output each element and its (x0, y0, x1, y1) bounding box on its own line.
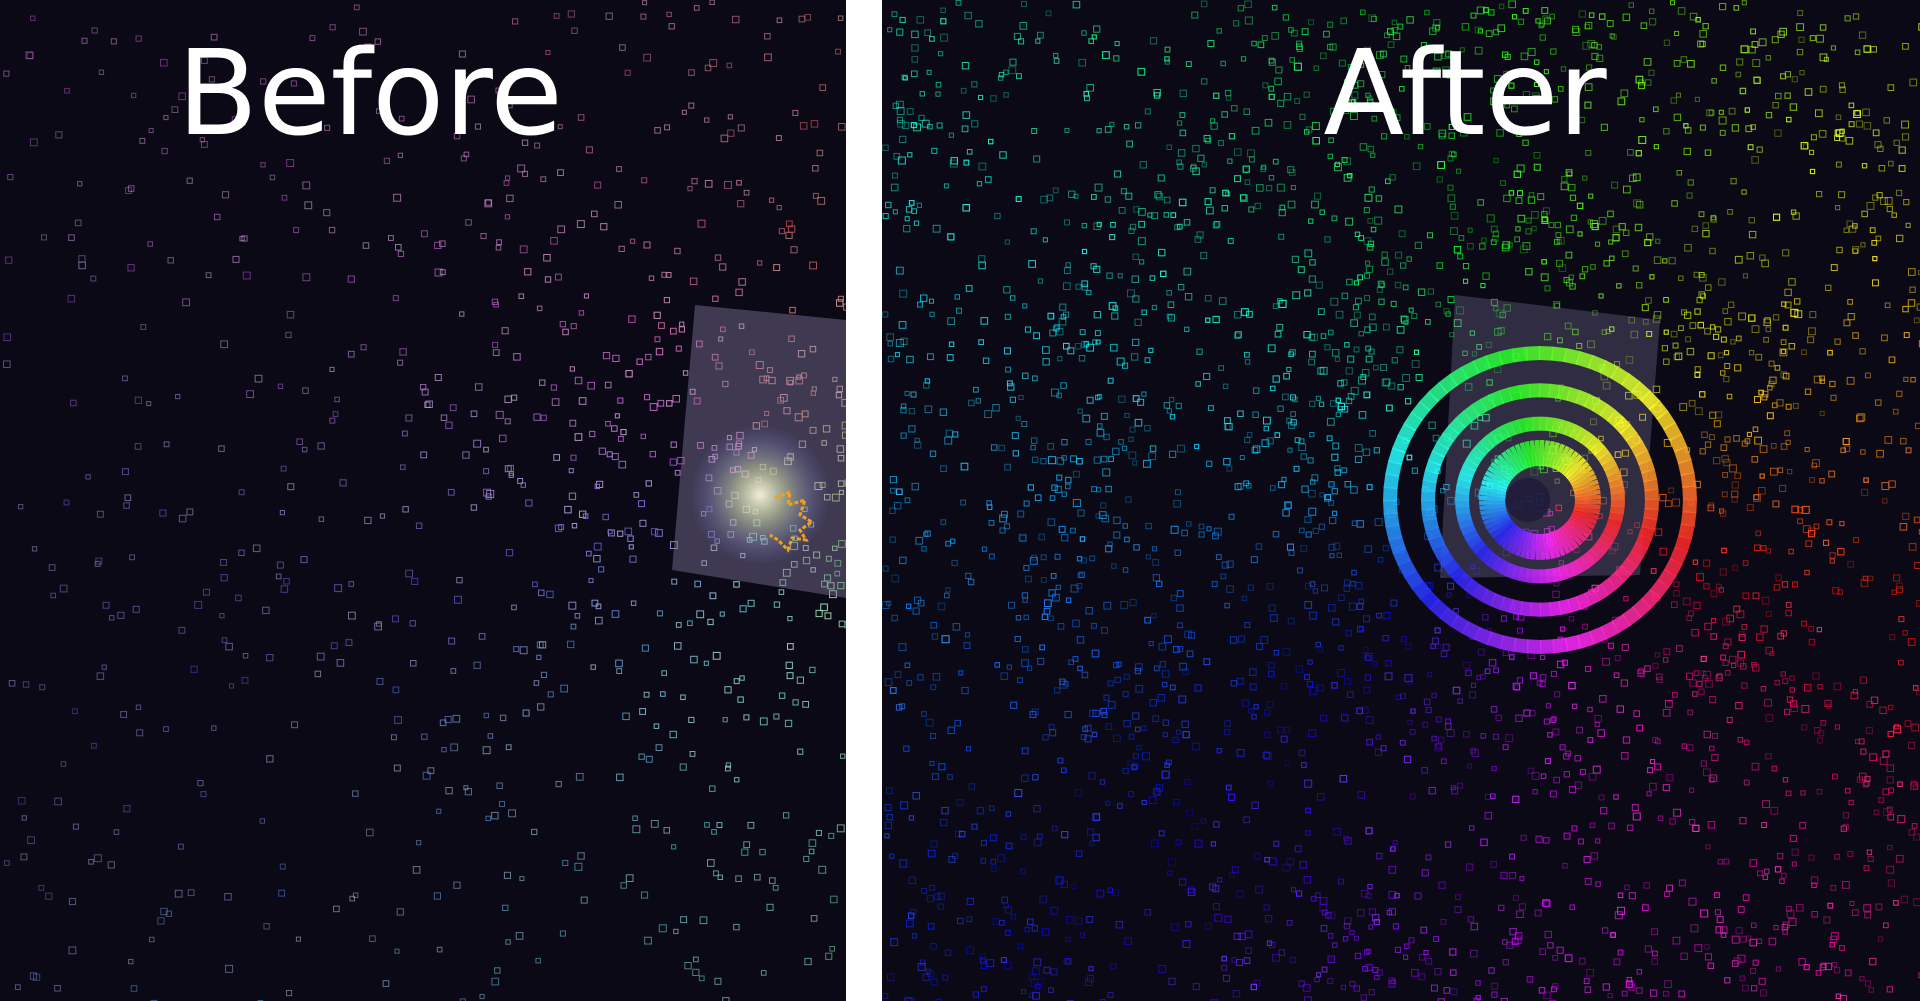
before-panel (0, 0, 846, 1001)
before-particles (3, 0, 846, 1001)
before-label: Before (177, 24, 563, 162)
after-label: After (1323, 24, 1607, 162)
panel-divider (846, 0, 882, 1001)
before-particle-field (3, 0, 846, 1001)
after-particle-field (882, 0, 1920, 1001)
after-core (1506, 478, 1550, 522)
before-cursor-marker (769, 489, 815, 553)
after-rings (1383, 346, 1697, 654)
before-core-glow (690, 425, 830, 565)
after-panel (882, 0, 1920, 1001)
